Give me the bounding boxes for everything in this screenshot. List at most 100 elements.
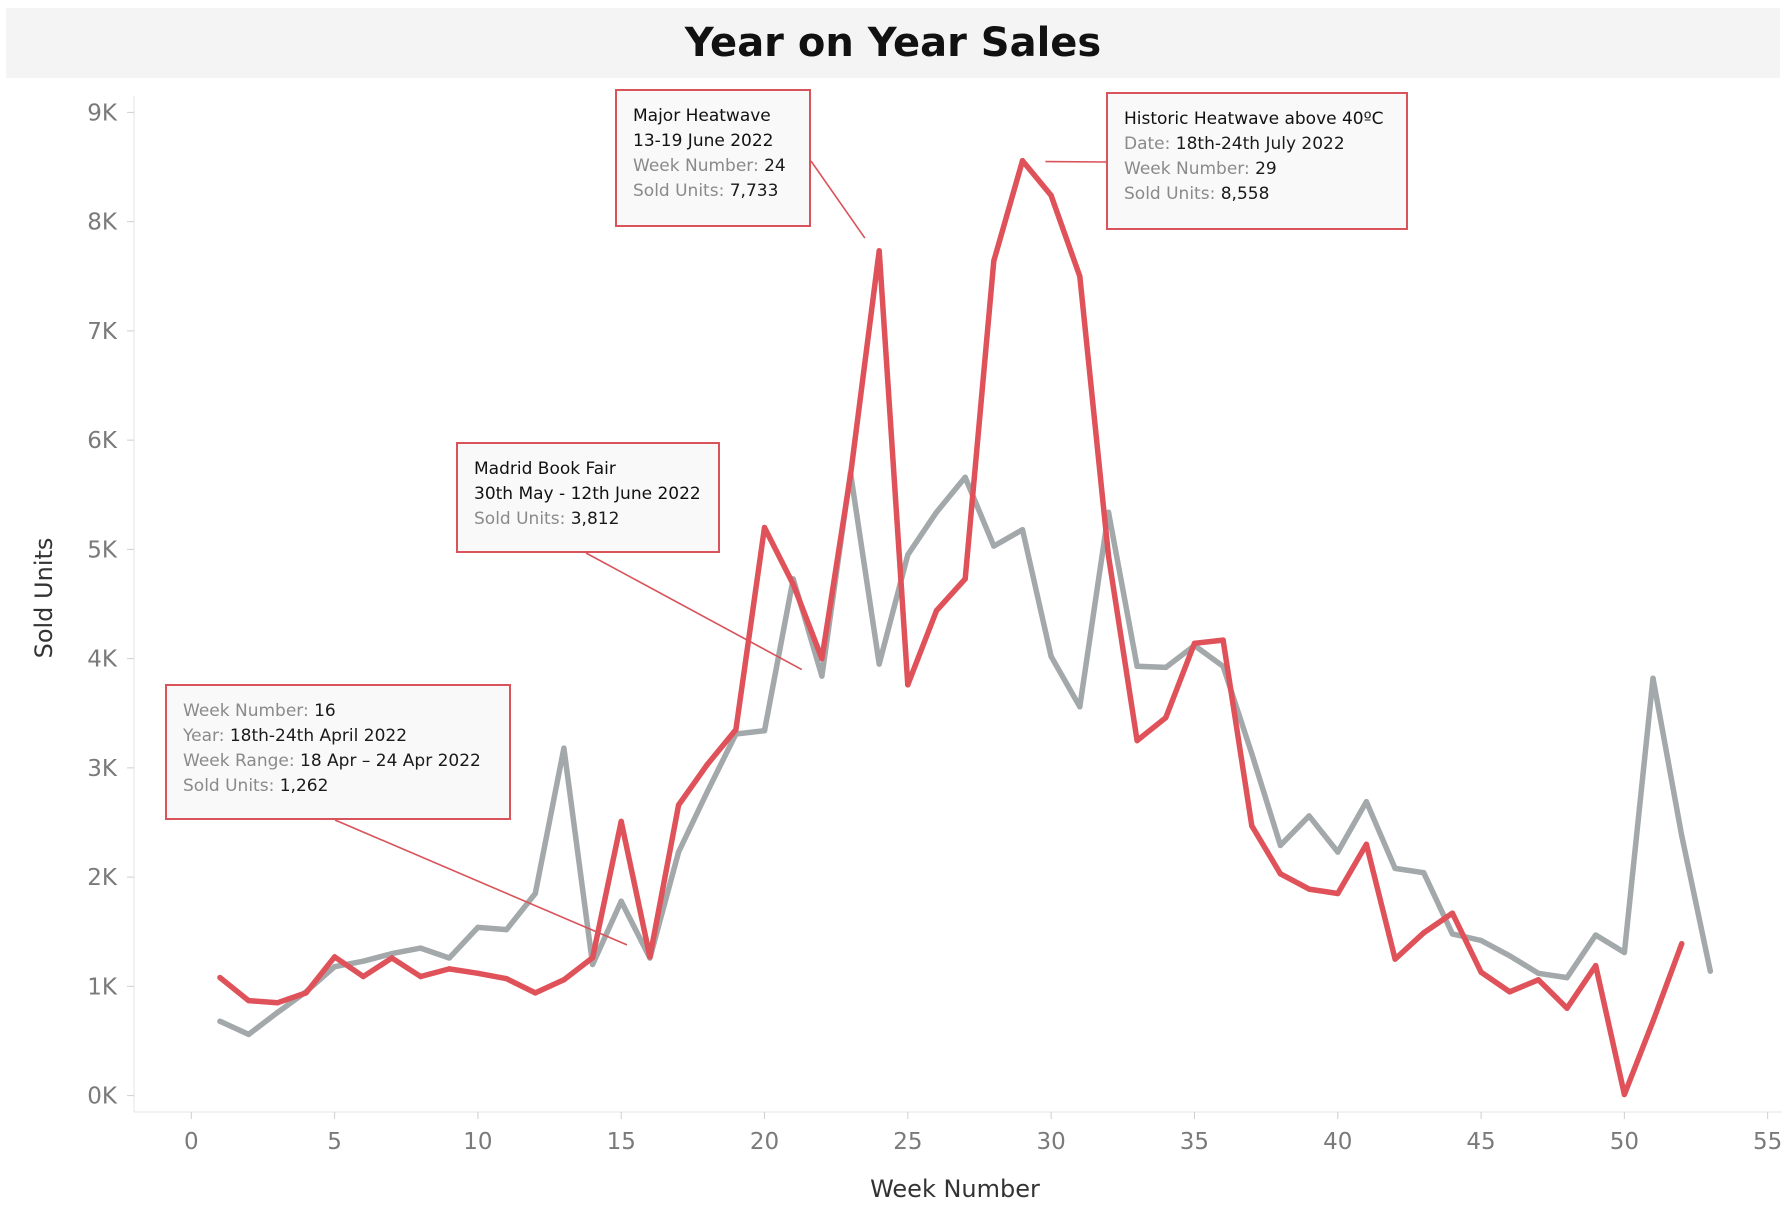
annotation-value: 16	[314, 701, 336, 721]
data-point	[475, 970, 481, 976]
title-bar: Year on Year Sales	[6, 8, 1780, 78]
data-point	[1249, 750, 1255, 757]
data-point	[905, 682, 911, 688]
data-point	[1048, 653, 1054, 660]
annotation-key: Week Number:	[183, 701, 315, 721]
x-tick-label: 35	[1180, 1129, 1209, 1155]
series-line-2	[217, 157, 1685, 1098]
data-point	[1019, 527, 1026, 533]
data-point	[245, 1031, 252, 1038]
x-tick-label: 40	[1323, 1129, 1352, 1155]
annotation-heading: Madrid Book Fair	[474, 459, 616, 479]
data-point	[1593, 932, 1599, 938]
annotation-major-heatwave: Major Heatwave 13-19 June 2022 Week Number…	[615, 89, 811, 227]
y-tick-label: 1K	[87, 974, 118, 1000]
annotation-heading: 13-19 June 2022	[633, 131, 774, 151]
data-point	[733, 726, 739, 733]
data-point	[1478, 969, 1484, 975]
data-point	[245, 997, 252, 1004]
series-points-2	[217, 157, 1685, 1098]
annotation-line: Major Heatwave	[633, 104, 793, 129]
data-point	[1707, 968, 1714, 974]
annotation-line: Sold Units: 8,558	[1124, 182, 1390, 207]
data-point	[618, 898, 624, 904]
x-tick-label: 25	[893, 1129, 922, 1155]
annotation-key: Sold Units:	[474, 509, 571, 529]
annotation-value: 7,733	[729, 181, 779, 201]
data-point	[532, 990, 538, 996]
data-point	[1363, 799, 1370, 805]
y-tick-label: 8K	[87, 210, 118, 236]
annotation-line: Week Range: 18 Apr – 24 Apr 2022	[183, 749, 493, 774]
data-point	[618, 818, 624, 825]
data-point	[1220, 637, 1226, 643]
annotation-heading: Major Heatwave	[633, 106, 771, 126]
data-point	[331, 954, 338, 960]
data-point	[1678, 941, 1685, 947]
data-point	[1335, 849, 1341, 855]
data-point	[1277, 871, 1284, 877]
data-point	[1564, 1005, 1570, 1011]
x-tick-label: 20	[750, 1129, 779, 1155]
data-point	[1019, 157, 1026, 164]
data-point	[1621, 1091, 1628, 1098]
x-tick-label: 45	[1466, 1129, 1495, 1155]
data-point	[1077, 273, 1083, 279]
data-point	[876, 248, 882, 254]
data-point	[1593, 962, 1599, 969]
data-point	[1077, 703, 1083, 710]
data-point	[389, 950, 395, 957]
annotation-key: Week Number:	[1124, 159, 1256, 179]
data-point	[933, 607, 940, 614]
y-tick-label: 0K	[87, 1084, 118, 1110]
y-tick-label: 4K	[87, 647, 118, 673]
x-tick-label: 50	[1610, 1129, 1639, 1155]
data-point	[1335, 890, 1341, 897]
data-point	[1392, 956, 1398, 962]
annotation-key: Year:	[183, 726, 230, 746]
annotation-line: Sold Units: 7,733	[633, 179, 793, 204]
data-point	[446, 955, 452, 961]
annotation-key: Sold Units:	[183, 776, 280, 796]
data-point	[1306, 813, 1312, 819]
annotation-connector	[334, 819, 628, 946]
series-lines	[217, 157, 1714, 1098]
data-point	[1392, 865, 1398, 872]
annotation-line: 13-19 June 2022	[633, 129, 793, 154]
x-tick-label: 55	[1753, 1129, 1782, 1155]
data-point	[991, 258, 997, 264]
annotation-line: 30th May - 12th June 2022	[474, 482, 702, 507]
data-point	[303, 990, 309, 996]
x-axis-title: Week Number	[870, 1175, 1040, 1203]
data-point	[1535, 977, 1542, 983]
data-point	[1478, 937, 1484, 944]
annotation-value: 8,558	[1220, 184, 1270, 204]
data-point	[905, 552, 911, 558]
data-point	[1449, 910, 1456, 916]
data-point	[1564, 974, 1570, 981]
data-point	[1363, 841, 1370, 848]
annotation-line: Historic Heatwave above 40ºC	[1124, 107, 1390, 132]
annotation-key: Week Number:	[633, 156, 765, 176]
data-point	[1048, 192, 1054, 199]
data-point	[1449, 931, 1456, 937]
data-point	[819, 673, 825, 679]
chart-title: Year on Year Sales	[684, 20, 1102, 66]
data-point	[847, 472, 854, 478]
data-point	[704, 789, 710, 795]
y-tick-label: 6K	[87, 428, 118, 454]
x-tick-label: 0	[184, 1129, 199, 1155]
data-point	[360, 973, 366, 980]
annotation-line: Week Number: 16	[183, 699, 493, 724]
data-point	[1163, 714, 1169, 721]
annotation-value: 3,812	[570, 509, 620, 529]
data-point	[761, 524, 768, 531]
annotation-value: 24	[764, 156, 786, 176]
data-point	[389, 955, 395, 961]
annotation-historic-heatwave: Historic Heatwave above 40ºC Date: 18th-2…	[1106, 92, 1408, 230]
data-point	[503, 926, 510, 933]
y-tick-label: 9K	[87, 100, 118, 126]
annotation-connector	[810, 160, 866, 239]
x-tick-label: 10	[463, 1129, 492, 1155]
